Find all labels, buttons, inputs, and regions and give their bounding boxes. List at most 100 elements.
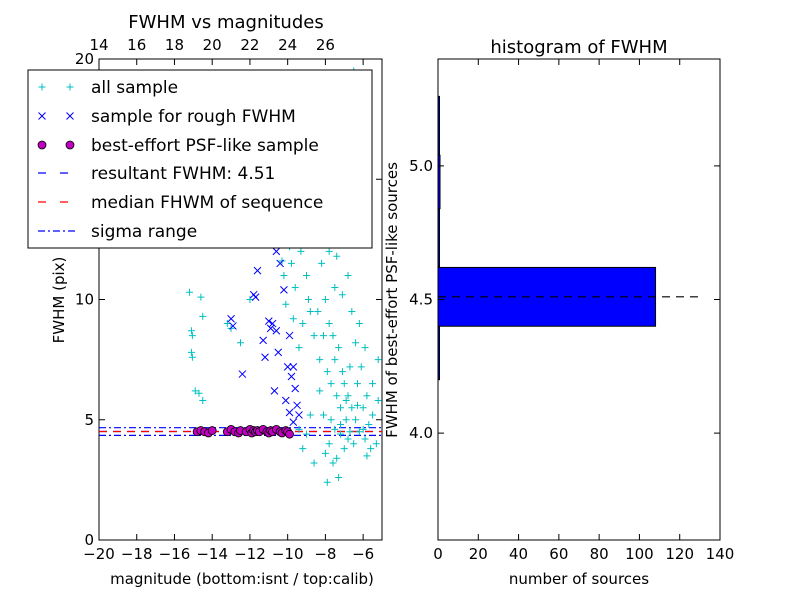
scatter-point-0	[237, 339, 244, 347]
scatter-point-0	[199, 312, 207, 320]
scatter-point-0	[287, 259, 295, 267]
scatter-point-1	[285, 331, 294, 340]
left-top-tick-label: 22	[240, 36, 259, 54]
scatter-point-0	[374, 356, 382, 364]
scatter-point-1	[289, 418, 298, 427]
scatter-point-0	[186, 288, 194, 296]
scatter-point-0	[199, 397, 207, 405]
scatter-point-2	[285, 429, 294, 439]
scatter-point-0	[365, 421, 373, 429]
scatter-point-1	[253, 266, 262, 275]
left-x-tick-label: −10	[272, 545, 304, 563]
left-x-tick-label: −20	[83, 545, 115, 563]
scatter-point-0	[335, 344, 343, 352]
left-y-axis-label: FWHM (pix)	[50, 257, 68, 344]
left-top-tick-label: 16	[127, 36, 146, 54]
scatter-point-1	[264, 317, 273, 325]
scatter-point-0	[325, 320, 333, 328]
scatter-point-0	[357, 363, 365, 371]
scatter-point-0	[191, 387, 199, 395]
scatter-point-0	[369, 411, 377, 419]
scatter-point-0	[336, 404, 344, 412]
scatter-point-0	[361, 435, 369, 443]
scatter-point-0	[304, 296, 312, 303]
legend-symbols	[37, 83, 76, 232]
right-x-tick-label: 120	[665, 545, 694, 563]
scatter-point-0	[333, 252, 341, 260]
scatter-point-0	[335, 473, 343, 481]
scatter-point-0	[359, 425, 367, 433]
right-y-tick-label: 4.0	[409, 424, 433, 442]
scatter-point-1	[295, 411, 303, 419]
left-top-tick-label: 24	[278, 36, 297, 54]
right-chart-title: histogram of FWHM	[490, 37, 667, 58]
scatter-point-0	[314, 308, 322, 316]
scatter-point-1	[276, 259, 284, 268]
scatter-point-1	[227, 314, 235, 323]
scatter-point-0	[318, 259, 326, 267]
scatter-point-0	[353, 380, 361, 388]
left-panel: −20−18−16−14−12−10−8−6 05101520 14161820…	[27, 12, 383, 588]
scatter-point-0	[282, 300, 290, 308]
legend-entry-median-fwhm: median FHWM of sequence	[91, 193, 323, 213]
right-panel: 0 20 40 60 80 100 120 140 4.0 4.5 5.0 histogram o…	[383, 37, 734, 588]
scatter-point-0	[327, 380, 335, 388]
scatter-point-1	[293, 401, 301, 410]
right-x-tick-label: 140	[706, 545, 735, 563]
scatter-point-0	[280, 271, 288, 279]
legend-entry-all-sample: all sample	[91, 78, 178, 98]
left-chart-title: FWHM vs magnitudes	[128, 12, 323, 33]
left-x-tick-label: −18	[121, 545, 153, 563]
scatter-point-0	[350, 440, 358, 448]
right-y-ticks: 4.0 4.5 5.0	[409, 157, 720, 442]
right-y-axis-label: FWHM of best-effort PSF-like sources	[383, 162, 401, 438]
scatter-point-0	[344, 392, 352, 400]
legend-frame	[27, 69, 373, 249]
scatter-point-1	[287, 372, 296, 381]
scatter-point-0	[331, 356, 339, 364]
right-x-tick-label: 0	[433, 545, 443, 563]
scatter-point-0	[333, 392, 341, 400]
scatter-point-0	[353, 401, 361, 409]
left-x-tick-label: −16	[159, 545, 191, 563]
legend-symbol	[65, 140, 75, 150]
scatter-point-0	[336, 430, 344, 438]
left-top-ticks: 14 16 18 20 22 24 26	[89, 36, 334, 54]
right-x-tick-label: 100	[625, 545, 654, 563]
legend-symbol	[66, 83, 74, 91]
scatter-point-0	[325, 247, 333, 255]
left-top-tick-label: 18	[165, 36, 184, 54]
scatter-point-0	[187, 327, 195, 335]
scatter-point-0	[336, 421, 344, 429]
right-x-tick-label: 60	[549, 545, 568, 563]
scatter-point-1	[238, 370, 247, 378]
scatter-point-0	[306, 411, 314, 419]
left-top-tick-label: 14	[89, 36, 108, 54]
scatter-point-0	[320, 332, 328, 340]
left-top-tick-label: 20	[203, 36, 222, 54]
scatter-point-0	[348, 404, 356, 412]
left-y-tick-label: 20	[75, 50, 94, 68]
scatter-point-0	[303, 430, 311, 438]
scatter-point-2	[207, 426, 217, 435]
histogram-bar	[438, 325, 440, 381]
scatter-point-0	[295, 344, 303, 352]
scatter-point-0	[346, 363, 354, 371]
scatter-point-0	[321, 296, 329, 303]
scatter-point-0	[363, 452, 371, 460]
scatter-point-1	[291, 384, 300, 393]
scatter-point-1	[289, 362, 298, 371]
left-y-tick-label: 5	[84, 411, 94, 429]
histogram-bar	[438, 154, 441, 210]
scatter-point-0	[197, 293, 205, 301]
scatter-point-0	[331, 425, 339, 433]
scatter-point-0	[369, 380, 377, 388]
scatter-point-0	[306, 308, 314, 316]
scatter-point-0	[333, 454, 341, 462]
scatter-point-0	[321, 449, 329, 457]
scatter-point-0	[316, 356, 324, 364]
left-x-tick-label: −6	[352, 545, 374, 563]
legend-entry-psf-like: best-effort PSF-like sample	[91, 136, 319, 156]
scatter-point-1	[268, 319, 277, 328]
